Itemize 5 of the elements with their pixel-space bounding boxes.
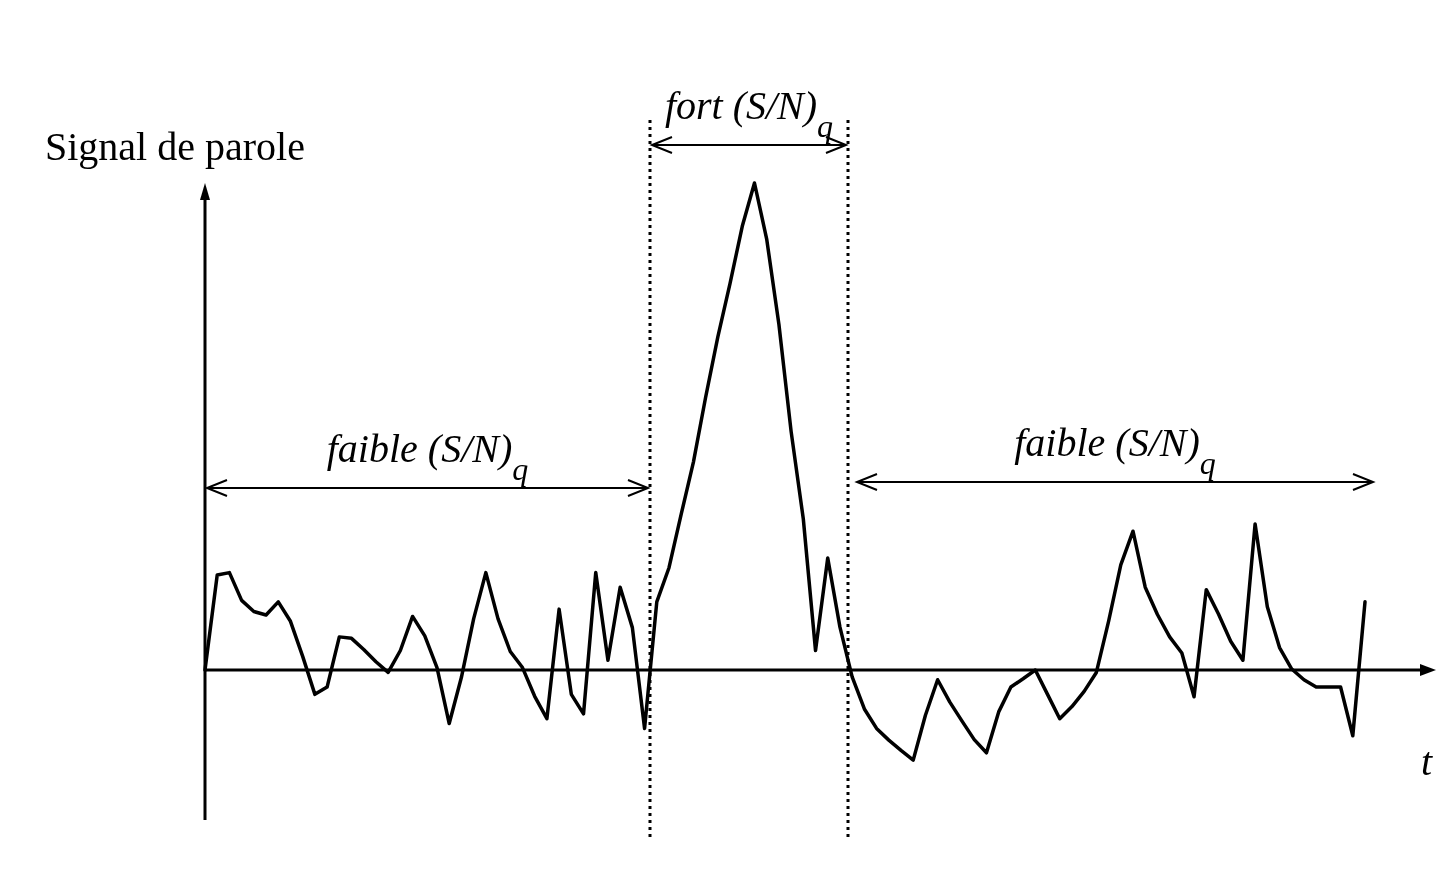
annotation: faible (S/N)$_{q}$ — [1014, 420, 1216, 481]
x-axis-title: t — [1420, 739, 1433, 784]
y-axis-title: Signal de parole — [45, 124, 305, 169]
text: fort (S/N)$_{q}$ — [664, 83, 834, 144]
annotation: faible (S/N)$_{q}$ — [326, 426, 529, 487]
